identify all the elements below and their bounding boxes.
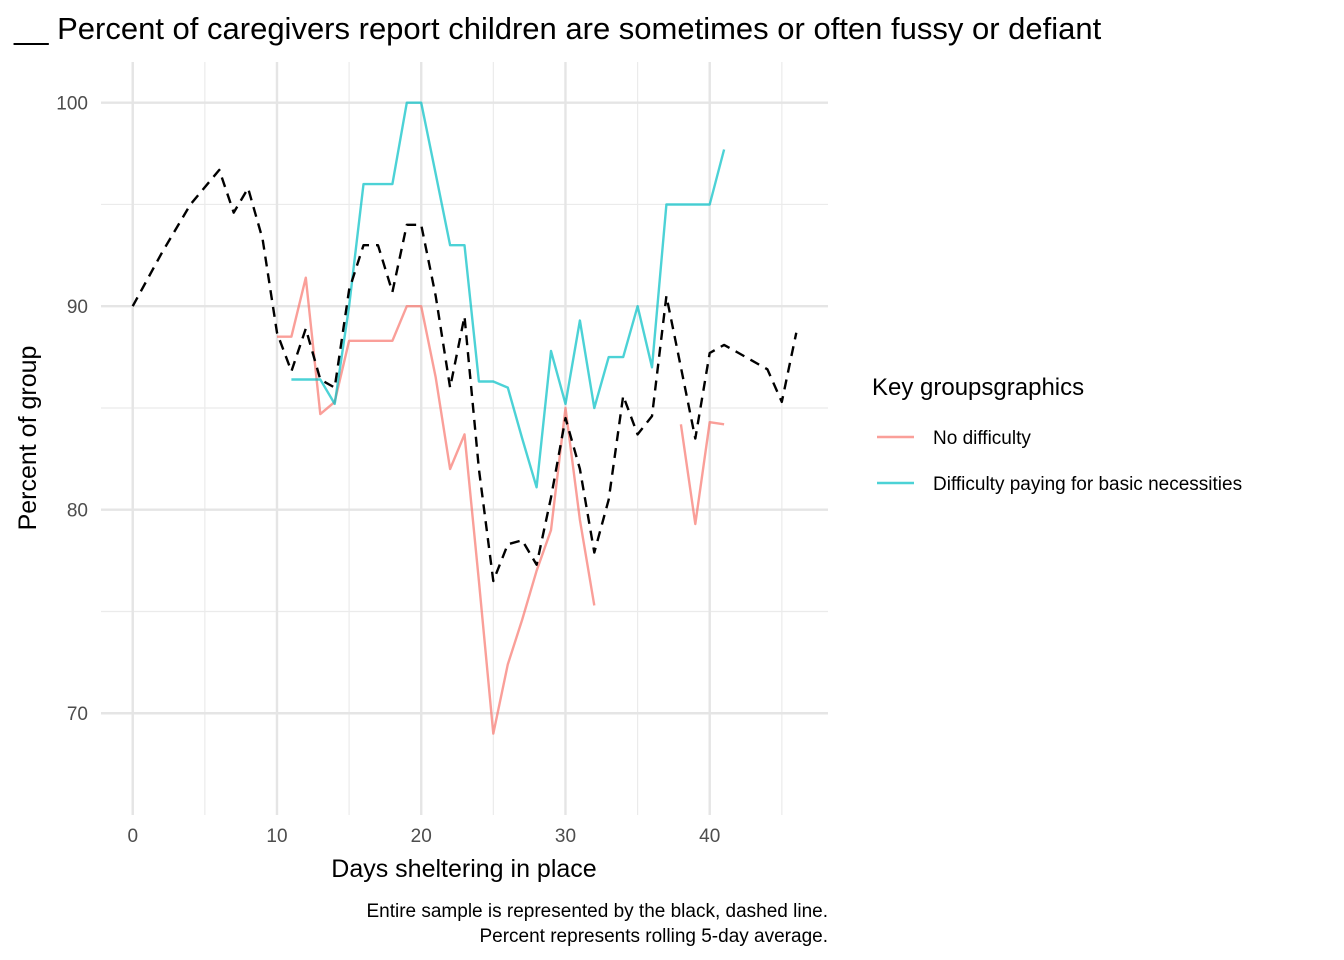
legend-label-no-difficulty: No difficulty [933, 428, 1031, 449]
series-line-entire-sample [131, 168, 798, 583]
y-axis-title: Percent of group [14, 346, 42, 531]
series-line-difficulty-paying-for-basic-necessities [291, 101, 726, 489]
series-line-no-difficulty [277, 276, 596, 735]
x-axis-ticks: 0 10 20 30 40 [127, 826, 720, 847]
legend-title: Key groupsgraphics [872, 374, 1084, 401]
x-tick-label: 20 [411, 826, 432, 847]
caption-line-2: Percent represents rolling 5-day average… [479, 926, 828, 947]
series-lines [131, 101, 798, 735]
y-tick-label: 100 [56, 94, 88, 115]
chart-title: __ Percent of caregivers report children… [13, 11, 1102, 46]
series-line-no-difficulty [679, 421, 725, 526]
x-tick-label: 40 [699, 826, 720, 847]
y-tick-label: 70 [67, 704, 88, 725]
legend: Key groupsgraphics No difficulty Difficu… [872, 374, 1242, 495]
caption-line-1: Entire sample is represented by the blac… [366, 901, 828, 922]
legend-label-difficulty: Difficulty paying for basic necessities [933, 474, 1242, 495]
x-tick-label: 10 [266, 826, 287, 847]
x-tick-label: 0 [127, 826, 138, 847]
y-axis-ticks: 70 80 90 100 [56, 94, 88, 726]
x-tick-label: 30 [555, 826, 576, 847]
y-tick-label: 90 [67, 297, 88, 318]
grid-lines [101, 62, 828, 815]
y-tick-label: 80 [67, 501, 88, 522]
x-axis-title: Days sheltering in place [331, 855, 596, 883]
